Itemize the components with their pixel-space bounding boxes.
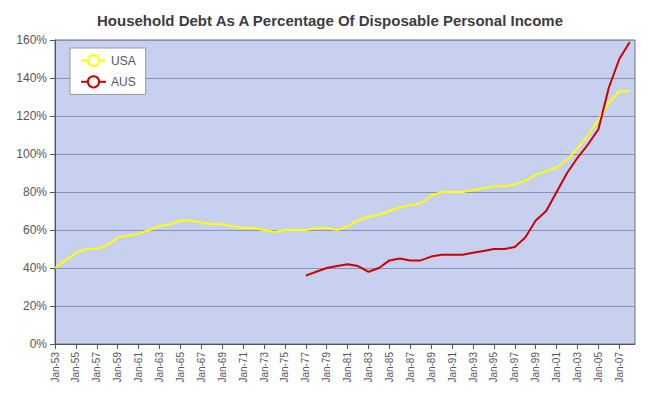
svg-text:Jan-05: Jan-05 (593, 352, 604, 383)
svg-text:160%: 160% (16, 33, 47, 47)
svg-text:Jan-67: Jan-67 (196, 352, 207, 383)
svg-text:Jan-93: Jan-93 (468, 352, 479, 383)
svg-text:40%: 40% (23, 261, 47, 275)
svg-text:USA: USA (111, 54, 136, 68)
svg-text:100%: 100% (16, 147, 47, 161)
svg-text:Jan-65: Jan-65 (175, 352, 186, 383)
svg-text:20%: 20% (23, 299, 47, 313)
svg-text:0%: 0% (30, 337, 48, 351)
svg-text:Jan-61: Jan-61 (133, 352, 144, 383)
svg-text:Household Debt As A Percentage: Household Debt As A Percentage Of Dispos… (97, 12, 563, 29)
svg-text:Jan-59: Jan-59 (112, 352, 123, 383)
svg-text:Jan-77: Jan-77 (300, 352, 311, 383)
svg-text:Jan-85: Jan-85 (384, 352, 395, 383)
svg-text:Jan-71: Jan-71 (238, 352, 249, 383)
svg-text:Jan-03: Jan-03 (572, 352, 583, 383)
svg-text:Jan-99: Jan-99 (530, 352, 541, 383)
svg-text:Jan-87: Jan-87 (405, 352, 416, 383)
svg-text:Jan-53: Jan-53 (50, 352, 61, 383)
svg-text:Jan-79: Jan-79 (321, 352, 332, 383)
svg-text:Jan-63: Jan-63 (154, 352, 165, 383)
svg-text:Jan-75: Jan-75 (279, 352, 290, 383)
svg-text:Jan-57: Jan-57 (91, 352, 102, 383)
svg-text:Jan-81: Jan-81 (342, 352, 353, 383)
svg-text:Jan-95: Jan-95 (488, 352, 499, 383)
svg-text:120%: 120% (16, 109, 47, 123)
svg-text:Jan-55: Jan-55 (70, 352, 81, 383)
svg-text:Jan-89: Jan-89 (426, 352, 437, 383)
svg-text:AUS: AUS (111, 75, 136, 89)
svg-text:80%: 80% (23, 185, 47, 199)
svg-text:Jan-97: Jan-97 (509, 352, 520, 383)
svg-text:140%: 140% (16, 71, 47, 85)
svg-text:Jan-01: Jan-01 (551, 352, 562, 383)
svg-text:Jan-73: Jan-73 (259, 352, 270, 383)
svg-text:Jan-07: Jan-07 (614, 352, 625, 383)
svg-text:Jan-83: Jan-83 (363, 352, 374, 383)
svg-text:Jan-69: Jan-69 (217, 352, 228, 383)
svg-text:Jan-91: Jan-91 (447, 352, 458, 383)
svg-text:60%: 60% (23, 223, 47, 237)
